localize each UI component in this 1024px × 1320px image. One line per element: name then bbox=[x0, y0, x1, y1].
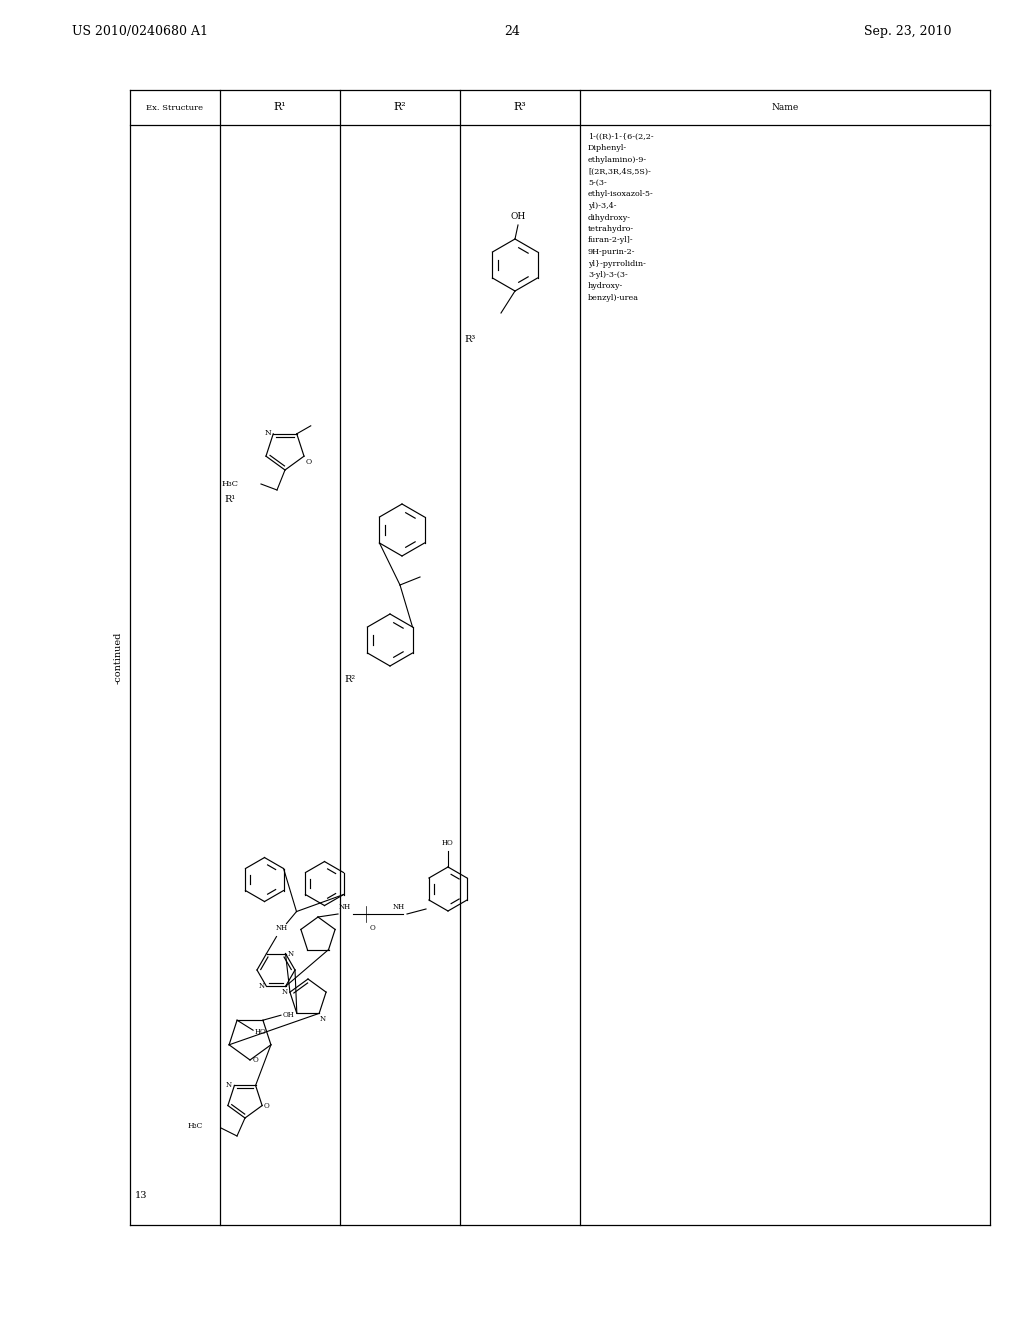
Text: O: O bbox=[306, 458, 312, 466]
Text: Name: Name bbox=[771, 103, 799, 112]
Text: N: N bbox=[264, 429, 271, 437]
Text: [(2R,3R,4S,5S)-: [(2R,3R,4S,5S)- bbox=[588, 168, 651, 176]
Text: yl)-3,4-: yl)-3,4- bbox=[588, 202, 616, 210]
Text: R³: R³ bbox=[464, 335, 475, 345]
Text: Diphenyl-: Diphenyl- bbox=[588, 144, 627, 153]
Text: N: N bbox=[282, 989, 288, 997]
Text: HO: HO bbox=[255, 1028, 267, 1036]
Text: 3-yl)-3-(3-: 3-yl)-3-(3- bbox=[588, 271, 628, 279]
Text: Sep. 23, 2010: Sep. 23, 2010 bbox=[864, 25, 952, 38]
Text: dihydroxy-: dihydroxy- bbox=[588, 214, 631, 222]
Text: N: N bbox=[321, 1015, 327, 1023]
Text: hydroxy-: hydroxy- bbox=[588, 282, 624, 290]
Text: N: N bbox=[258, 982, 264, 990]
Text: R³: R³ bbox=[514, 103, 526, 112]
Text: HO: HO bbox=[442, 840, 454, 847]
Text: 9H-purin-2-: 9H-purin-2- bbox=[588, 248, 636, 256]
Text: 24: 24 bbox=[504, 25, 520, 38]
Text: OH: OH bbox=[510, 213, 525, 220]
Text: R¹: R¹ bbox=[224, 495, 236, 504]
Text: H₃C: H₃C bbox=[222, 480, 239, 488]
Text: NH: NH bbox=[393, 903, 406, 911]
Text: Ex. Structure: Ex. Structure bbox=[146, 103, 204, 111]
Text: 1-((R)-1-{6-(2,2-: 1-((R)-1-{6-(2,2- bbox=[588, 133, 653, 141]
Text: -continued: -continued bbox=[114, 631, 123, 684]
Text: R¹: R¹ bbox=[273, 103, 287, 112]
Text: N: N bbox=[288, 949, 294, 957]
Text: tetrahydro-: tetrahydro- bbox=[588, 224, 634, 234]
Text: ethyl-isoxazol-5-: ethyl-isoxazol-5- bbox=[588, 190, 653, 198]
Text: 5-(3-: 5-(3- bbox=[588, 180, 607, 187]
Text: furan-2-yl]-: furan-2-yl]- bbox=[588, 236, 634, 244]
Text: yl}-pyrrolidin-: yl}-pyrrolidin- bbox=[588, 260, 646, 268]
Text: benzyl)-urea: benzyl)-urea bbox=[588, 294, 639, 302]
Text: O: O bbox=[264, 1102, 270, 1110]
Text: O: O bbox=[370, 924, 376, 932]
Text: US 2010/0240680 A1: US 2010/0240680 A1 bbox=[72, 25, 208, 38]
Text: H₃C: H₃C bbox=[187, 1122, 203, 1130]
Text: R²: R² bbox=[344, 676, 355, 685]
Text: NH: NH bbox=[275, 924, 288, 932]
Text: OH: OH bbox=[283, 1011, 295, 1019]
Text: R²: R² bbox=[393, 103, 407, 112]
Text: ethylamino)-9-: ethylamino)-9- bbox=[588, 156, 647, 164]
Text: 13: 13 bbox=[135, 1191, 147, 1200]
Text: NH: NH bbox=[339, 903, 351, 911]
Text: O: O bbox=[253, 1056, 259, 1064]
Text: N: N bbox=[225, 1081, 231, 1089]
